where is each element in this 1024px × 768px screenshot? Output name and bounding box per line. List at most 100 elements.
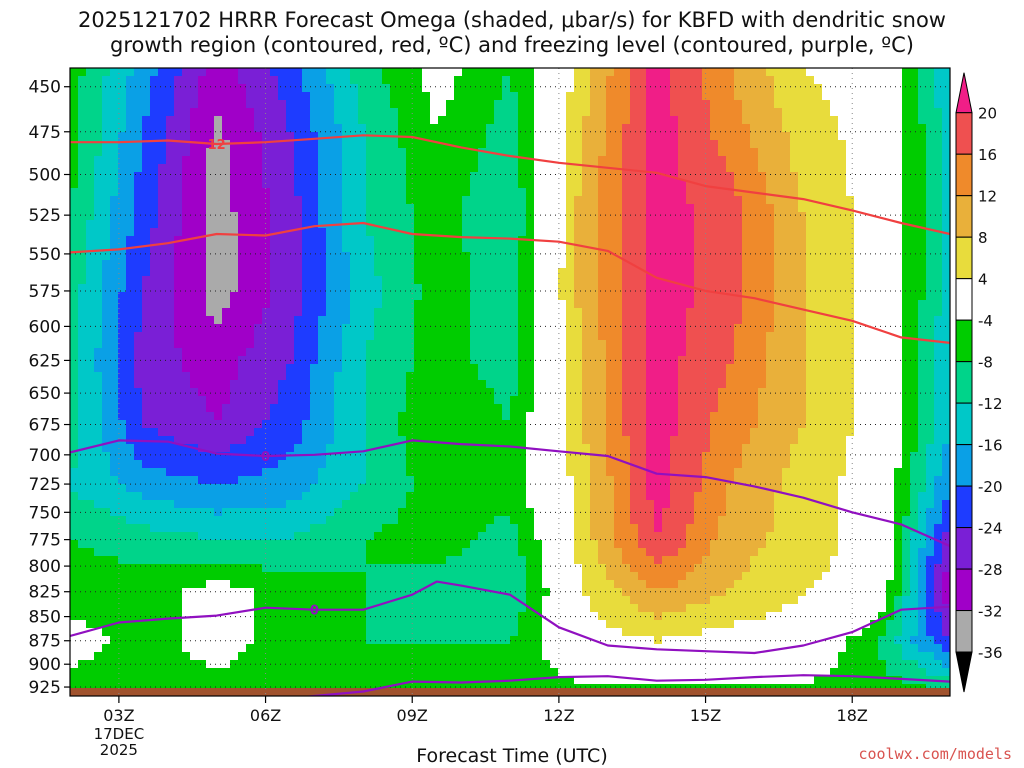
- omega-cell: [510, 84, 519, 93]
- omega-cell: [830, 340, 839, 349]
- omega-cell: [878, 220, 887, 229]
- omega-cell: [134, 324, 143, 333]
- omega-cell: [766, 132, 775, 141]
- omega-cell: [454, 132, 463, 141]
- omega-cell: [102, 260, 111, 269]
- omega-cell: [158, 188, 167, 197]
- omega-cell: [838, 76, 847, 85]
- omega-cell: [374, 356, 383, 365]
- omega-cell: [382, 100, 391, 109]
- omega-cell: [518, 404, 527, 413]
- omega-cell: [534, 252, 543, 261]
- omega-cell: [198, 348, 207, 357]
- omega-cell: [358, 284, 367, 293]
- omega-cell: [782, 268, 791, 277]
- omega-cell: [470, 332, 479, 341]
- omega-cell: [854, 412, 863, 421]
- omega-cell: [942, 284, 950, 293]
- omega-cell: [446, 388, 455, 397]
- omega-cell: [798, 148, 807, 157]
- omega-cell: [86, 84, 95, 93]
- omega-cell: [110, 324, 119, 333]
- omega-cell: [710, 412, 719, 421]
- omega-cell: [198, 228, 207, 237]
- omega-cell: [430, 92, 439, 101]
- omega-cell: [454, 220, 463, 229]
- omega-cell: [862, 100, 871, 109]
- omega-cell: [526, 92, 535, 101]
- omega-cell: [166, 396, 175, 405]
- omega-cell: [142, 76, 151, 85]
- omega-cell: [510, 68, 519, 77]
- omega-cell: [518, 124, 527, 133]
- omega-cell: [294, 180, 303, 189]
- omega-cell: [830, 252, 839, 261]
- omega-cell: [934, 340, 943, 349]
- omega-cell: [358, 204, 367, 213]
- omega-cell: [310, 396, 319, 405]
- omega-cell: [454, 364, 463, 373]
- omega-cell: [566, 276, 575, 285]
- omega-cell: [286, 68, 295, 77]
- omega-cell: [502, 420, 511, 429]
- omega-cell: [854, 140, 863, 149]
- omega-cell: [902, 116, 911, 125]
- omega-cell: [310, 404, 319, 413]
- omega-cell: [526, 364, 535, 373]
- omega-cell: [230, 204, 239, 213]
- omega-cell: [894, 220, 903, 229]
- omega-cell: [630, 188, 639, 197]
- omega-cell: [574, 404, 583, 413]
- omega-cell: [142, 284, 151, 293]
- omega-cell: [870, 132, 879, 141]
- omega-cell: [894, 372, 903, 381]
- omega-cell: [406, 100, 415, 109]
- omega-cell: [334, 84, 343, 93]
- omega-cell: [550, 204, 559, 213]
- omega-cell: [318, 204, 327, 213]
- omega-cell: [670, 292, 679, 301]
- omega-cell: [654, 172, 663, 181]
- omega-cell: [494, 236, 503, 245]
- omega-cell: [878, 356, 887, 365]
- omega-cell: [878, 148, 887, 157]
- omega-cell: [654, 188, 663, 197]
- omega-cell: [366, 148, 375, 157]
- omega-cell: [518, 356, 527, 365]
- omega-cell: [214, 156, 223, 165]
- omega-cell: [174, 308, 183, 317]
- omega-cell: [150, 364, 159, 373]
- omega-cell: [678, 148, 687, 157]
- omega-cell: [542, 412, 551, 421]
- omega-cell: [846, 132, 855, 141]
- omega-cell: [526, 300, 535, 309]
- omega-cell: [134, 132, 143, 141]
- omega-cell: [182, 276, 191, 285]
- omega-cell: [758, 372, 767, 381]
- omega-cell: [110, 364, 119, 373]
- omega-cell: [518, 204, 527, 213]
- omega-cell: [126, 228, 135, 237]
- omega-cell: [734, 156, 743, 165]
- omega-cell: [830, 380, 839, 389]
- omega-cell: [150, 412, 159, 421]
- omega-cell: [366, 284, 375, 293]
- omega-cell: [478, 76, 487, 85]
- omega-cell: [582, 300, 591, 309]
- omega-cell: [486, 68, 495, 77]
- omega-cell: [798, 124, 807, 133]
- omega-cell: [70, 100, 79, 109]
- omega-cell: [118, 236, 127, 245]
- omega-cell: [494, 356, 503, 365]
- omega-cell: [798, 172, 807, 181]
- omega-cell: [526, 220, 535, 229]
- omega-cell: [686, 348, 695, 357]
- omega-cell: [550, 364, 559, 373]
- omega-cell: [934, 204, 943, 213]
- omega-cell: [230, 116, 239, 125]
- omega-cell: [326, 212, 335, 221]
- omega-cell: [350, 308, 359, 317]
- omega-cell: [190, 140, 199, 149]
- omega-cell: [222, 236, 231, 245]
- omega-cell: [422, 420, 431, 429]
